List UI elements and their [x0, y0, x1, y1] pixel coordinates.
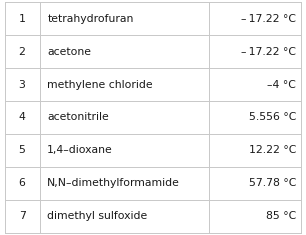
- Text: dimethyl sulfoxide: dimethyl sulfoxide: [47, 211, 147, 221]
- Text: N,N–dimethylformamide: N,N–dimethylformamide: [47, 178, 180, 188]
- Text: 3: 3: [19, 80, 25, 90]
- Text: acetonitrile: acetonitrile: [47, 113, 109, 122]
- Text: 5.556 °C: 5.556 °C: [248, 113, 296, 122]
- Text: tetrahydrofuran: tetrahydrofuran: [47, 14, 134, 24]
- Text: 1: 1: [19, 14, 25, 24]
- Text: 4: 4: [19, 113, 25, 122]
- Text: –4 °C: –4 °C: [267, 80, 296, 90]
- Text: 85 °C: 85 °C: [266, 211, 296, 221]
- Text: 12.22 °C: 12.22 °C: [248, 145, 296, 155]
- Text: 6: 6: [19, 178, 25, 188]
- Text: – 17.22 °C: – 17.22 °C: [241, 14, 296, 24]
- Text: 5: 5: [19, 145, 25, 155]
- Text: methylene chloride: methylene chloride: [47, 80, 153, 90]
- Text: 2: 2: [19, 47, 25, 57]
- Text: 1,4–dioxane: 1,4–dioxane: [47, 145, 113, 155]
- Text: – 17.22 °C: – 17.22 °C: [241, 47, 296, 57]
- Text: 7: 7: [19, 211, 25, 221]
- Text: acetone: acetone: [47, 47, 91, 57]
- Text: 57.78 °C: 57.78 °C: [248, 178, 296, 188]
